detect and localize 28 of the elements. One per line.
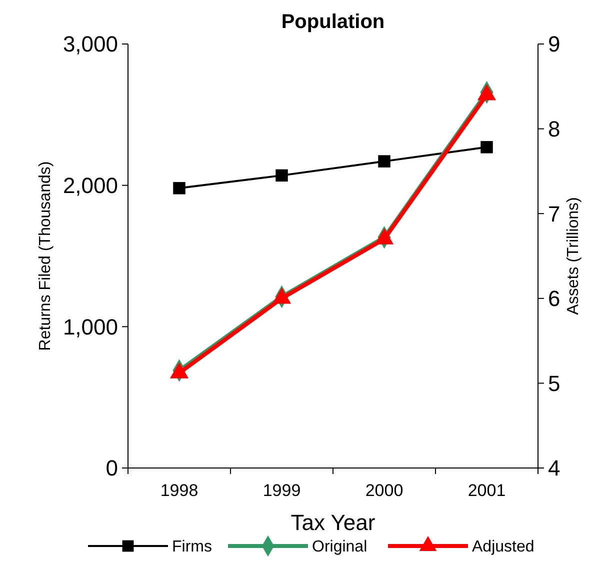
legend-label: Adjusted [472, 538, 534, 556]
point [272, 288, 292, 304]
legend-label: Original [312, 538, 368, 556]
y-tick-label: 2,000 [62, 173, 118, 198]
point [173, 182, 186, 194]
legend-label: Firms [172, 538, 212, 556]
x-tick-label: 2001 [468, 481, 506, 500]
y2-tick-label: 4 [548, 456, 560, 481]
y2-tick-label: 5 [548, 370, 560, 396]
point [378, 155, 390, 168]
y-tick-label: 3,000 [62, 32, 118, 57]
x-tick-label: 1998 [160, 481, 198, 500]
y-tick-label: 1,000 [62, 314, 118, 340]
y2-tick-label: 7 [548, 201, 560, 226]
point [276, 169, 288, 182]
y-axis-title: Returns Filed (Thousands) [37, 161, 54, 351]
x-axis-title: Tax Year [290, 510, 376, 535]
chart-title: Population [281, 11, 385, 33]
y2-tick-label: 6 [548, 286, 560, 312]
y2-tick-label: 8 [548, 116, 560, 142]
x-tick-label: 1999 [262, 481, 301, 500]
y2-tick-label: 9 [548, 32, 560, 57]
point [480, 141, 493, 154]
y-tick-label: 0 [106, 456, 118, 481]
point [374, 228, 394, 244]
y2-axis-title: Assets (Trillions) [565, 197, 582, 315]
point [170, 362, 189, 378]
x-tick-label: 2000 [365, 481, 404, 500]
